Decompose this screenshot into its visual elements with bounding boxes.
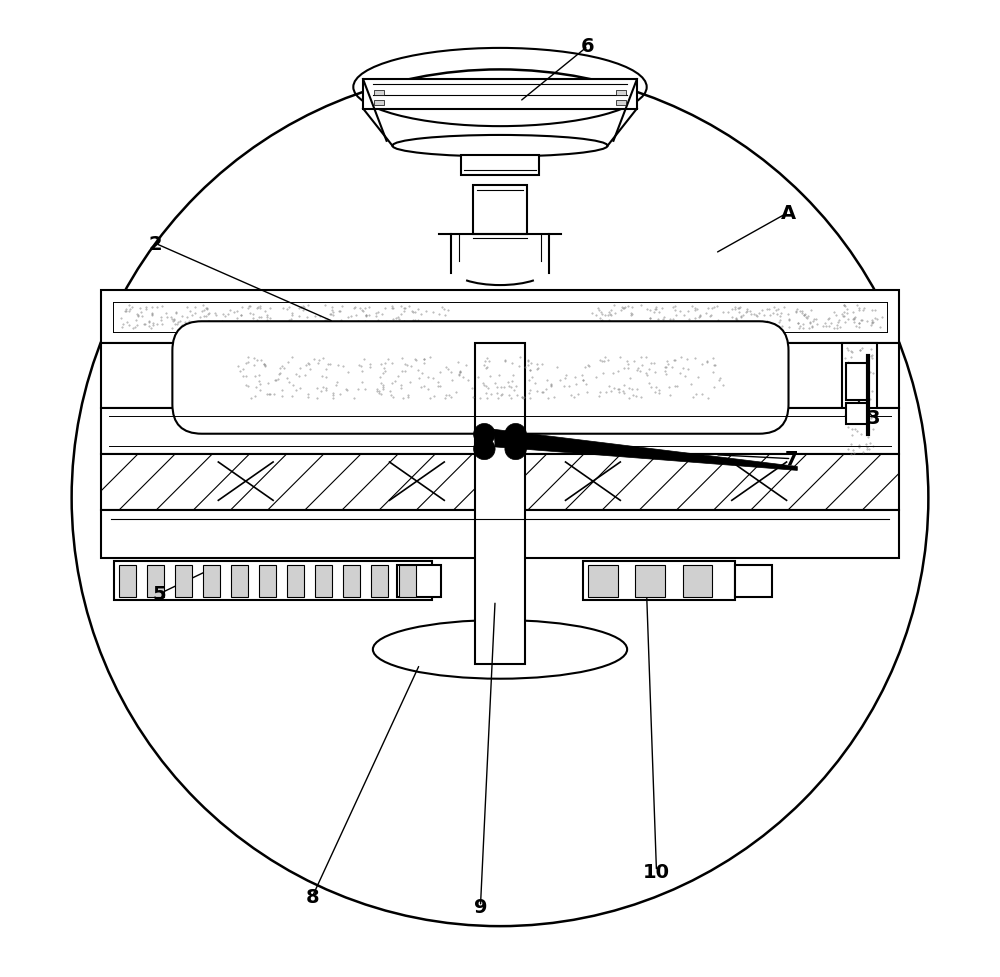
Text: 6: 6 [581,37,595,57]
Circle shape [474,439,495,460]
Bar [371,566,388,597]
Bar [101,454,899,510]
Bar [119,566,136,597]
Bar [616,91,626,96]
Polygon shape [494,430,797,471]
Bar [231,566,248,597]
Text: 2: 2 [149,234,163,254]
Bar [635,566,665,597]
Bar [101,291,899,344]
Text: 3: 3 [867,408,880,428]
Bar [315,566,332,597]
Text: 9: 9 [474,897,487,916]
Circle shape [474,424,495,446]
Bar [616,101,626,106]
Bar [374,91,384,96]
Bar [203,566,220,597]
Bar [588,566,618,597]
FancyBboxPatch shape [172,322,789,435]
Bar [287,566,304,597]
Bar [846,404,868,425]
Text: 7: 7 [785,449,798,469]
Text: 5: 5 [153,584,166,604]
Text: A: A [781,203,796,223]
Bar [461,156,539,176]
Ellipse shape [392,136,608,157]
Bar [683,566,712,597]
Bar [101,408,899,454]
Bar [101,510,899,559]
Bar [259,566,276,597]
Bar [473,186,527,234]
Text: 8: 8 [305,887,319,907]
Circle shape [505,424,526,446]
Bar [101,344,899,408]
Bar [175,566,192,597]
Bar [114,562,432,601]
Bar [583,562,735,601]
Bar [397,566,441,597]
Bar [363,80,637,109]
Bar [343,566,360,597]
Circle shape [505,439,526,460]
Bar [147,566,164,597]
Bar [374,101,384,106]
Bar [475,344,525,664]
Bar [846,363,868,401]
Bar [842,344,877,459]
Bar [735,566,772,597]
Text: 10: 10 [643,862,670,881]
Bar [399,566,416,597]
